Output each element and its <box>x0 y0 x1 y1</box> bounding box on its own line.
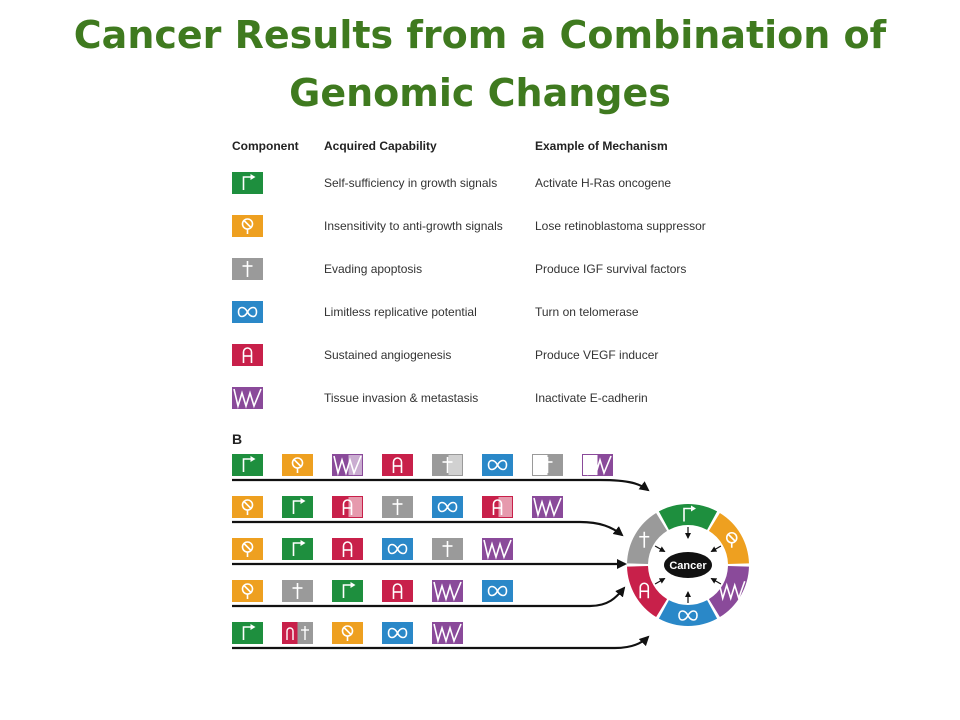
invasion-icon <box>532 496 563 519</box>
invasion-icon <box>332 454 363 477</box>
inward-arrow <box>710 577 722 585</box>
ring-segment-arrow-flag <box>658 503 718 530</box>
pathway-arrow <box>232 635 650 650</box>
capability-text: Insensitivity to anti-growth signals <box>324 219 503 233</box>
infinity-icon <box>432 496 463 518</box>
cancer-core <box>664 552 712 578</box>
infinity-icon <box>482 454 513 476</box>
no-entry-icon <box>332 622 363 644</box>
cross-icon <box>232 258 263 280</box>
cross-icon <box>532 454 563 476</box>
vessel-icon <box>332 496 363 518</box>
invasion-icon <box>432 580 463 603</box>
header-capability: Acquired Capability <box>324 139 437 153</box>
vessel-icon <box>332 538 363 560</box>
title-line-2: Genomic Changes <box>289 71 671 115</box>
infinity-icon <box>482 580 513 602</box>
header-component: Component <box>232 139 299 153</box>
no-entry-icon <box>282 454 313 476</box>
panel-b-label: B <box>232 431 243 447</box>
title-line-1: Cancer Results from a Combination of <box>73 13 887 57</box>
invasion-icon <box>432 622 463 645</box>
invasion-icon <box>482 538 513 561</box>
capability-text: Self-sufficiency in growth signals <box>324 176 498 190</box>
inward-arrow <box>654 577 666 585</box>
mechanism-text: Turn on telomerase <box>535 305 639 319</box>
arrow-flag-icon <box>282 496 313 518</box>
vessel-icon <box>382 454 413 476</box>
arrow-flag-icon <box>232 622 263 644</box>
slide-title: Cancer Results from a Combination of Gen… <box>0 6 960 122</box>
capability-text: Tissue invasion & metastasis <box>324 391 479 405</box>
no-entry-icon <box>232 496 263 518</box>
vessel-icon <box>382 580 413 602</box>
vessel-icon <box>482 496 513 518</box>
capability-text: Limitless replicative potential <box>324 305 477 319</box>
mechanism-text: Produce VEGF inducer <box>535 348 659 362</box>
mechanism-text: Produce IGF survival factors <box>535 262 687 276</box>
no-entry-icon <box>232 538 263 560</box>
header-mechanism: Example of Mechanism <box>535 139 668 153</box>
cross-icon <box>282 580 313 602</box>
arrow-flag-icon <box>282 538 313 560</box>
arrow-flag-icon <box>332 580 363 602</box>
infinity-icon <box>382 622 413 644</box>
infinity-icon <box>232 301 263 323</box>
pathway-arrow <box>232 478 650 492</box>
cancer-label: Cancer <box>669 560 707 572</box>
pathway-arrow <box>232 586 626 608</box>
no-entry-icon <box>232 215 263 237</box>
cross-icon <box>382 496 413 518</box>
inward-arrow <box>710 545 722 553</box>
mechanism-text: Activate H-Ras oncogene <box>535 176 672 190</box>
arrow-flag-icon <box>232 454 263 476</box>
mechanism-text: Inactivate E-cadherin <box>535 391 648 405</box>
hallmarks-ring: Cancer <box>627 503 749 627</box>
capability-text: Sustained angiogenesis <box>324 348 452 362</box>
ring-segment-no-entry <box>708 512 749 564</box>
infinity-icon <box>382 538 413 560</box>
cross-icon <box>432 454 463 476</box>
arrow-flag-icon <box>232 172 263 194</box>
mechanism-text: Lose retinoblastoma suppressor <box>535 219 706 233</box>
ring-segment-infinity <box>658 600 718 627</box>
pathway-arrow <box>232 520 624 537</box>
tile-icon <box>282 622 313 644</box>
no-entry-icon <box>232 580 263 602</box>
cross-icon <box>432 538 463 560</box>
inward-arrow <box>654 545 666 553</box>
capability-text: Evading apoptosis <box>324 262 423 276</box>
invasion-icon <box>582 454 613 477</box>
vessel-icon <box>232 344 263 366</box>
invasion-icon <box>232 387 263 410</box>
ring-segment-cross <box>627 512 668 564</box>
